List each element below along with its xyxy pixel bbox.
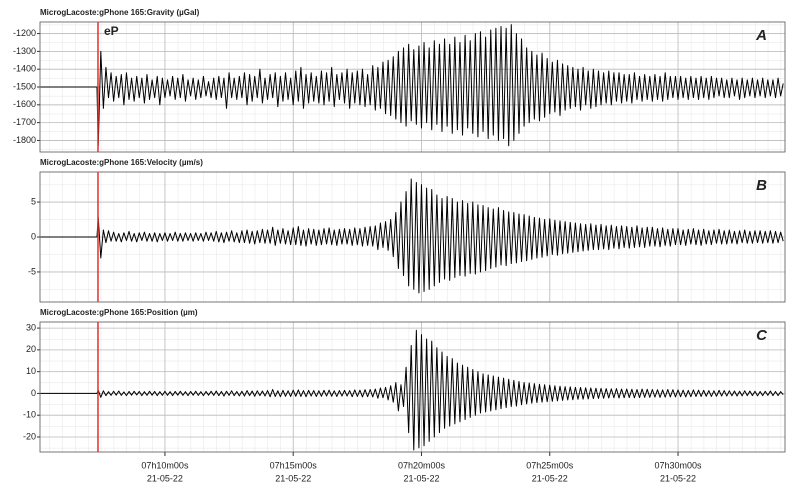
x-tick-date: 21-05-22 — [403, 473, 439, 483]
y-tick-label: 10 — [26, 366, 36, 376]
x-tick-date: 21-05-22 — [660, 473, 696, 483]
waveform — [40, 178, 784, 294]
panel-label: A — [755, 27, 767, 44]
x-tick-label: 07h15m00s — [270, 460, 318, 470]
x-tick-label: 07h20m00s — [398, 460, 446, 470]
y-tick-label: -20 — [23, 431, 36, 441]
y-tick-label: -1200 — [13, 28, 36, 38]
y-tick-label: -1500 — [13, 81, 36, 91]
x-tick-date: 21-05-22 — [532, 473, 568, 483]
panel-label: B — [756, 177, 767, 194]
y-tick-label: -1400 — [13, 64, 36, 74]
x-tick-label: 07h30m00s — [654, 460, 702, 470]
x-tick-label: 07h25m00s — [526, 460, 574, 470]
waveform — [40, 24, 784, 147]
y-tick-label: -10 — [23, 410, 36, 420]
panel-label: C — [756, 327, 768, 344]
x-tick-date: 21-05-22 — [147, 473, 183, 483]
panel-title: MicrogLacoste:gPhone 165:Velocity (µm/s) — [40, 158, 203, 167]
y-tick-label: 0 — [31, 388, 36, 398]
y-tick-label: -1300 — [13, 46, 36, 56]
y-tick-label: 0 — [31, 231, 36, 241]
y-tick-label: -1700 — [13, 117, 36, 127]
plot-frame — [39, 321, 786, 453]
x-tick-date: 21-05-22 — [275, 473, 311, 483]
plot-frame — [39, 171, 786, 303]
y-tick-label: -1800 — [13, 135, 36, 145]
panel-title: MicrogLacoste:gPhone 165:Gravity (µGal) — [40, 8, 200, 17]
y-tick-label: 20 — [26, 344, 36, 354]
x-tick-label: 07h10m00s — [141, 460, 189, 470]
y-tick-label: -5 — [28, 266, 36, 276]
y-tick-label: 5 — [31, 196, 36, 206]
waveform — [40, 329, 784, 451]
y-tick-label: -1600 — [13, 99, 36, 109]
pick-label: eP — [104, 24, 119, 38]
panel-title: MicrogLacoste:gPhone 165:Position (µm) — [40, 308, 198, 317]
y-tick-label: 30 — [26, 322, 36, 332]
plot-frame — [39, 21, 786, 153]
